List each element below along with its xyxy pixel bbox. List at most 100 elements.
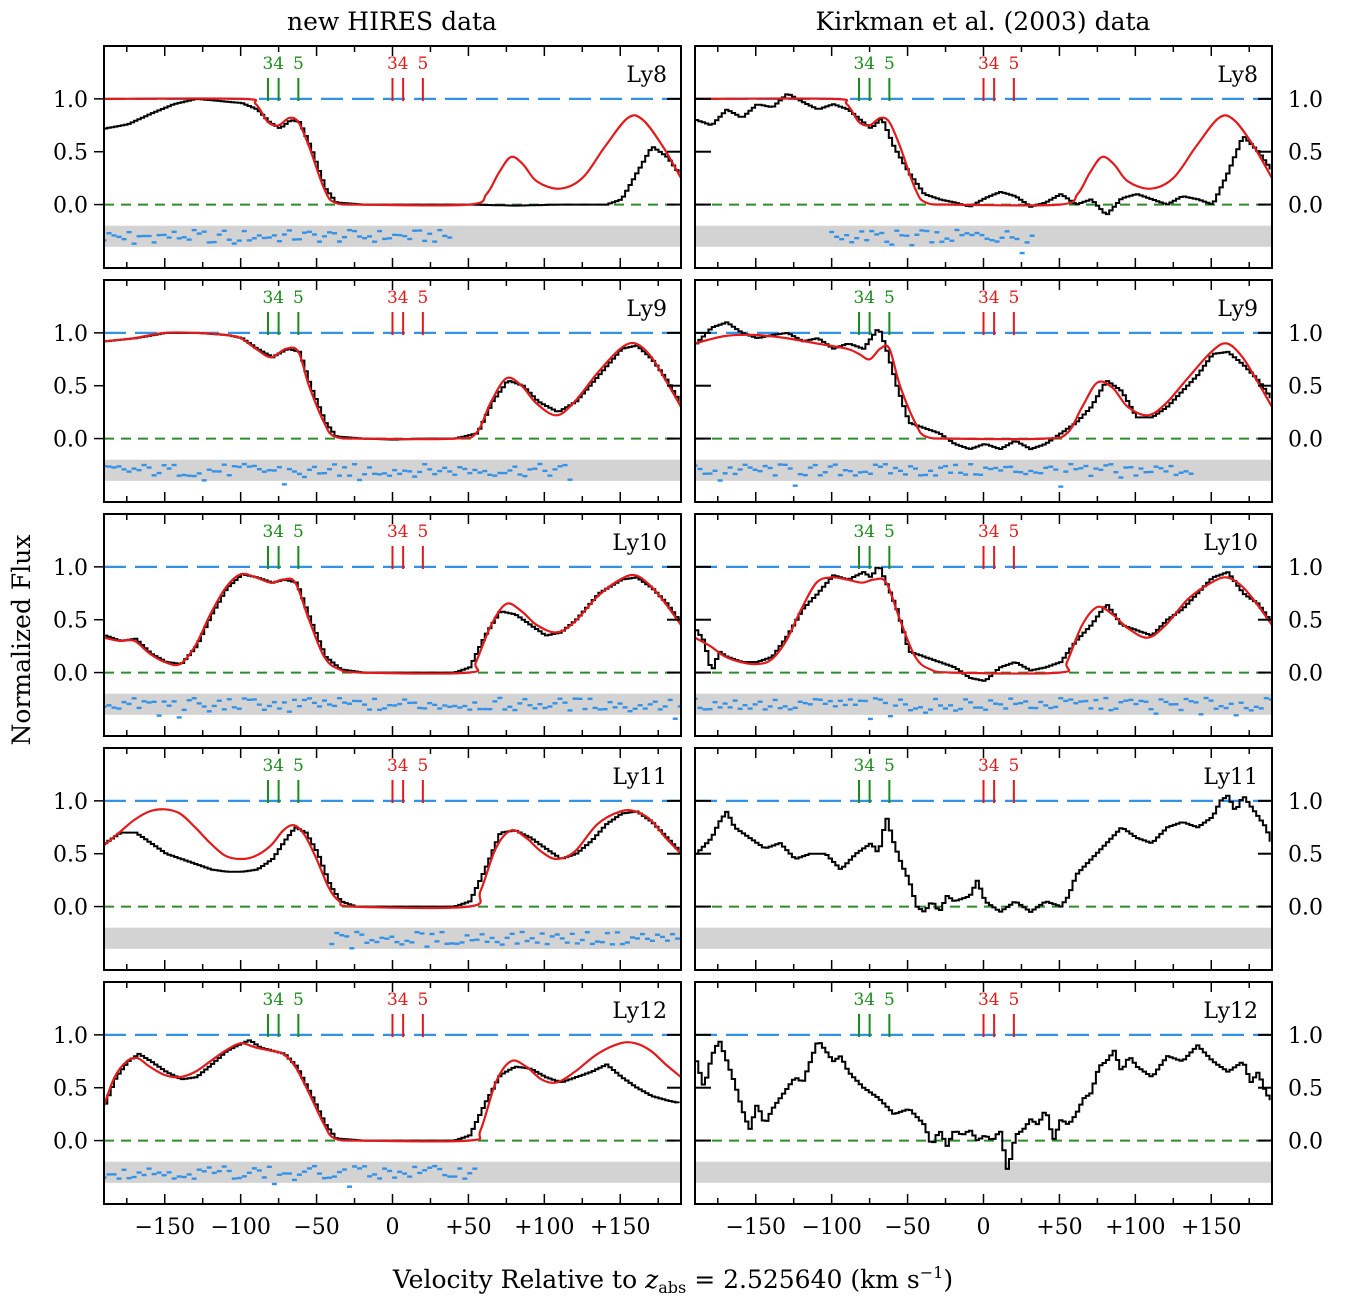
model-fit-line	[104, 97, 681, 207]
data-spectrum-line	[695, 794, 1271, 913]
data-spectrum-line	[104, 810, 680, 908]
model-fit-line	[695, 97, 1272, 207]
panel-ly10-kirkman: 34 5 34 5 Ly10 0.0 0.5 1.0	[694, 513, 1323, 737]
y-tick-label: 0.0	[1288, 1130, 1323, 1155]
component-label-green-5: 5	[884, 990, 895, 1010]
panel-ly11-kirkman: 34 5 34 5 Ly11 0.0 0.5 1.0	[694, 747, 1323, 971]
component-label-green-34: 34	[262, 54, 284, 74]
panel-label: Ly11	[1203, 765, 1258, 790]
y-tick-label: 0.5	[1288, 141, 1323, 166]
y-tick-label: 0.0	[53, 896, 88, 921]
panel-plot-area	[104, 799, 681, 950]
y-tick-label: 0.5	[53, 609, 88, 634]
x-axis-label-prefix: Velocity Relative to	[392, 1265, 645, 1294]
component-label-green-34: 34	[262, 990, 284, 1010]
y-tick-label: 0.0	[53, 428, 88, 453]
y-tick-label: 0.5	[53, 375, 88, 400]
y-tick-label: 0.0	[1288, 662, 1323, 687]
x-tick-label: −150	[726, 1215, 786, 1240]
panel-plot-area	[695, 321, 1272, 488]
data-spectrum-line	[695, 1040, 1271, 1170]
model-fit-line	[104, 572, 681, 675]
panel-plot-area	[695, 93, 1272, 255]
panel-plot-area	[695, 794, 1272, 949]
panel-label: Ly12	[1203, 999, 1258, 1024]
x-axis-label: Velocity Relative to zabs = 2.525640 (km…	[392, 1263, 953, 1297]
component-label-red-34: 34	[978, 54, 1000, 74]
data-spectrum-line	[695, 566, 1271, 682]
component-label-green-5: 5	[293, 288, 304, 308]
y-tick-label: 0.5	[53, 843, 88, 868]
y-tick-label: 0.0	[1288, 428, 1323, 453]
x-tick-label: −50	[293, 1215, 339, 1240]
panel-plot-area	[104, 1033, 681, 1188]
data-spectrum-line	[695, 93, 1271, 216]
x-tick-label: +150	[590, 1215, 650, 1240]
component-label-green-5: 5	[293, 990, 304, 1010]
component-label-red-34: 34	[978, 288, 1000, 308]
panel-ly8-kirkman: 34 5 34 5 Ly8 0.0 0.5 1.0	[694, 45, 1323, 269]
model-fit-line	[695, 333, 1272, 441]
y-tick-label: 1.0	[53, 790, 88, 815]
component-label-red-34: 34	[387, 522, 409, 542]
y-tick-label: 1.0	[1288, 790, 1323, 815]
panel-plot-area	[695, 1033, 1272, 1183]
component-label-green-5: 5	[293, 756, 304, 776]
y-tick-label: 1.0	[1288, 1024, 1323, 1049]
x-tick-label: 0	[977, 1215, 991, 1240]
y-axis-label: Normalized Flux	[7, 535, 36, 746]
panel-plot-area	[695, 565, 1272, 721]
data-spectrum-line	[104, 573, 680, 674]
y-tick-label: 1.0	[1288, 88, 1323, 113]
x-tick-label: +150	[1181, 1215, 1241, 1240]
y-tick-label: 0.5	[1288, 843, 1323, 868]
component-label-red-5: 5	[417, 54, 428, 74]
x-tick-label: 0	[386, 1215, 400, 1240]
panel-ly8-hires: 34 5 34 5 Ly8 0.0 0.5 1.0	[53, 45, 682, 269]
x-axis-label-exp: −1	[920, 1263, 944, 1282]
panel-plot-area	[104, 331, 681, 486]
panel-label: Ly12	[612, 999, 667, 1024]
component-label-red-5: 5	[1008, 756, 1019, 776]
y-tick-label: 0.0	[1288, 194, 1323, 219]
component-label-green-34: 34	[262, 288, 284, 308]
x-axis-label-sub: abs	[658, 1278, 686, 1297]
panel-label: Ly8	[626, 63, 667, 88]
x-tick-label: +100	[1105, 1215, 1165, 1240]
x-axis-label-close: )	[943, 1265, 953, 1294]
x-tick-label: −150	[135, 1215, 195, 1240]
y-tick-label: 0.5	[1288, 375, 1323, 400]
component-label-green-34: 34	[262, 756, 284, 776]
y-tick-label: 0.5	[1288, 609, 1323, 634]
x-tick-label: +100	[514, 1215, 574, 1240]
y-tick-label: 0.5	[53, 141, 88, 166]
column-title-right: Kirkman et al. (2003) data	[816, 7, 1151, 36]
data-spectrum-line	[104, 331, 680, 441]
residual-band	[695, 927, 1272, 949]
panel-ly11-hires: 34 5 34 5 Ly11 0.0 0.5 1.0	[53, 747, 682, 971]
component-label-green-5: 5	[884, 522, 895, 542]
y-tick-label: 1.0	[53, 88, 88, 113]
x-axis-label-suffix: = 2.525640 (km s	[686, 1265, 919, 1294]
residual-band	[104, 927, 681, 949]
panel-ly9-hires: 34 5 34 5 Ly9 0.0 0.5 1.0	[53, 279, 682, 503]
data-spectrum-line	[104, 98, 680, 207]
panel-plot-area	[104, 565, 681, 720]
panel-label: Ly11	[612, 765, 667, 790]
y-tick-label: 1.0	[53, 1024, 88, 1049]
x-tick-label: +50	[1036, 1215, 1082, 1240]
x-tick-label: −100	[801, 1215, 861, 1240]
y-tick-label: 0.5	[1288, 1077, 1323, 1102]
component-label-red-5: 5	[1008, 288, 1019, 308]
panel-label: Ly8	[1217, 63, 1258, 88]
component-label-red-5: 5	[1008, 54, 1019, 74]
y-tick-label: 0.0	[1288, 896, 1323, 921]
x-tick-label: +50	[445, 1215, 491, 1240]
component-label-green-34: 34	[853, 288, 875, 308]
component-label-red-5: 5	[1008, 522, 1019, 542]
panel-label: Ly9	[626, 297, 667, 322]
component-label-green-34: 34	[262, 522, 284, 542]
y-tick-label: 1.0	[53, 322, 88, 347]
